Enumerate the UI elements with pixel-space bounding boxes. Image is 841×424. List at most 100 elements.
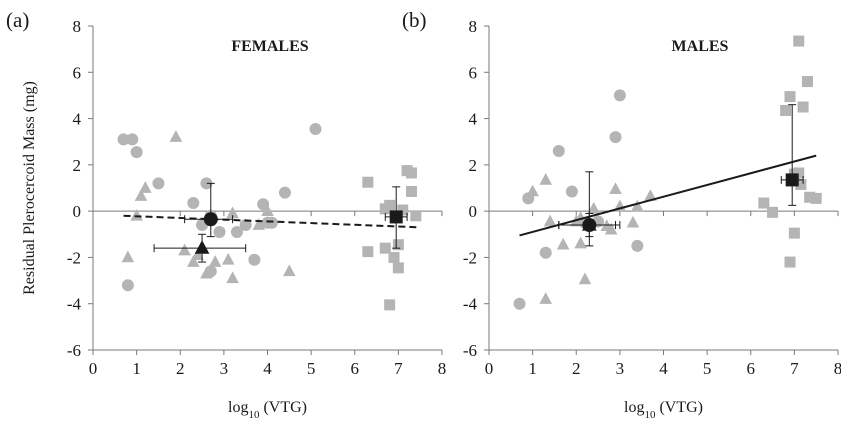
males-x-tick-label: 3 [616, 359, 625, 378]
females-y-tick-label: 0 [73, 202, 82, 221]
females-point-triangle [191, 248, 204, 260]
females-point-triangle [226, 206, 239, 219]
females-point-square [405, 167, 417, 179]
males-y-tick-label: 0 [469, 202, 478, 221]
females-point-triangle [208, 255, 222, 267]
males-point-triangle [631, 199, 644, 212]
males-panel-label: (b) [402, 8, 427, 32]
females-point-square [388, 251, 400, 263]
females-point-circle [121, 279, 134, 292]
females-point-triangle [130, 208, 143, 221]
males-point-triangle [609, 182, 622, 194]
females-x-tick-label: 6 [351, 359, 360, 378]
males-point-square [810, 192, 822, 204]
males-y-tick-label: -6 [463, 341, 477, 360]
males-point-triangle [578, 272, 592, 285]
females-panel-title: FEMALES [231, 38, 308, 55]
females-point-triangle [200, 266, 213, 279]
males-y-tick-label: 8 [469, 17, 478, 36]
males-point-circle [565, 185, 578, 198]
females-mean-circle [203, 212, 218, 227]
males-x-tick-label: 8 [834, 359, 841, 378]
males-x-tick-label: 2 [572, 359, 581, 378]
males-point-triangle [556, 237, 570, 250]
females-point-triangle [178, 243, 191, 256]
males-point-circle [539, 246, 552, 259]
males-point-triangle [526, 184, 539, 197]
females-point-triangle [187, 255, 200, 267]
females-panel-label: (a) [6, 8, 29, 32]
females-point-triangle [169, 130, 183, 142]
males-point-triangle [626, 215, 640, 228]
females-point-square [405, 185, 417, 197]
males-point-square [784, 256, 796, 268]
y-axis-title: Residual Plerocercoid Mass (mg) [21, 81, 38, 295]
males-y-tick-label: 6 [469, 63, 478, 82]
females-point-square [362, 246, 374, 258]
females-point-circle [187, 197, 200, 210]
females-y-tick-label: 2 [73, 156, 82, 175]
males-x-tick-label: 7 [790, 359, 799, 378]
females-x-tick-label: 7 [394, 359, 403, 378]
females-point-circle [200, 177, 213, 190]
males-point-circle [609, 131, 622, 144]
males-panel-title: MALES [672, 38, 729, 55]
panel-males: -6 -4 -2 0 2 4 6 8 0 1 2 3 4 5 6 7 8 (b) MALES log10 (VTG) [402, 8, 841, 421]
females-x-tick-label: 5 [307, 359, 316, 378]
males-y-tick-label: -4 [463, 295, 478, 314]
males-point-triangle [543, 214, 557, 227]
females-point-square [397, 204, 409, 216]
males-trend-line [519, 154, 817, 237]
females-point-circle [117, 133, 130, 146]
males-point-square [793, 35, 805, 47]
females-point-circle [239, 219, 252, 232]
panel-females: -6 -4 -2 0 2 4 6 8 0 1 2 3 4 5 6 7 8 (a) FEMALES log10 (VTG… [6, 8, 446, 421]
females-point-triangle [226, 271, 239, 284]
males-point-circle [552, 144, 565, 157]
females-point-triangle [283, 264, 296, 277]
females-x-axis-title: log10 (VTG) [228, 399, 307, 421]
males-x-tick-label: 1 [528, 359, 537, 378]
males-point-square [767, 206, 779, 218]
females-trend-line [123, 214, 421, 229]
males-point-triangle [604, 222, 618, 235]
females-point-square [362, 176, 374, 188]
males-x-tick-label: 0 [485, 359, 494, 378]
females-point-circle [265, 216, 278, 229]
females-point-circle [126, 133, 139, 146]
females-x-tick-label: 2 [176, 359, 185, 378]
males-point-triangle [539, 173, 553, 185]
females-x-tick-label: 1 [132, 359, 141, 378]
females-y-tick-label: -2 [67, 248, 81, 267]
females-mean-triangle [194, 240, 210, 254]
females-point-square [379, 242, 391, 254]
females-point-square [410, 210, 422, 222]
males-point-triangle [539, 292, 553, 304]
females-point-circle [213, 225, 226, 238]
females-y-tick-label: -4 [67, 295, 82, 314]
females-y-tick-label: 4 [73, 110, 82, 129]
females-point-circle [152, 177, 165, 190]
females-x-tick-label: 4 [263, 359, 272, 378]
females-y-tick-label: -6 [67, 341, 81, 360]
males-point-square [797, 101, 809, 113]
females-mean-square [389, 210, 403, 224]
males-mean-triangle [581, 216, 597, 231]
females-point-circle [278, 186, 291, 199]
males-point-square [780, 104, 792, 116]
males-x-tick-label: 5 [703, 359, 712, 378]
males-point-square [801, 76, 813, 88]
males-y-tick-label: -2 [463, 248, 477, 267]
females-point-triangle [261, 204, 274, 216]
females-x-tick-label: 8 [438, 359, 447, 378]
females-point-square [392, 262, 404, 274]
males-point-circle [631, 239, 644, 252]
males-point-square [795, 179, 807, 191]
females-point-square [384, 199, 396, 211]
males-point-triangle [644, 189, 657, 201]
females-point-circle [230, 225, 243, 238]
females-x-tick-label: 0 [89, 359, 98, 378]
males-point-square [784, 91, 796, 103]
females-y-tick-label: 6 [73, 63, 82, 82]
